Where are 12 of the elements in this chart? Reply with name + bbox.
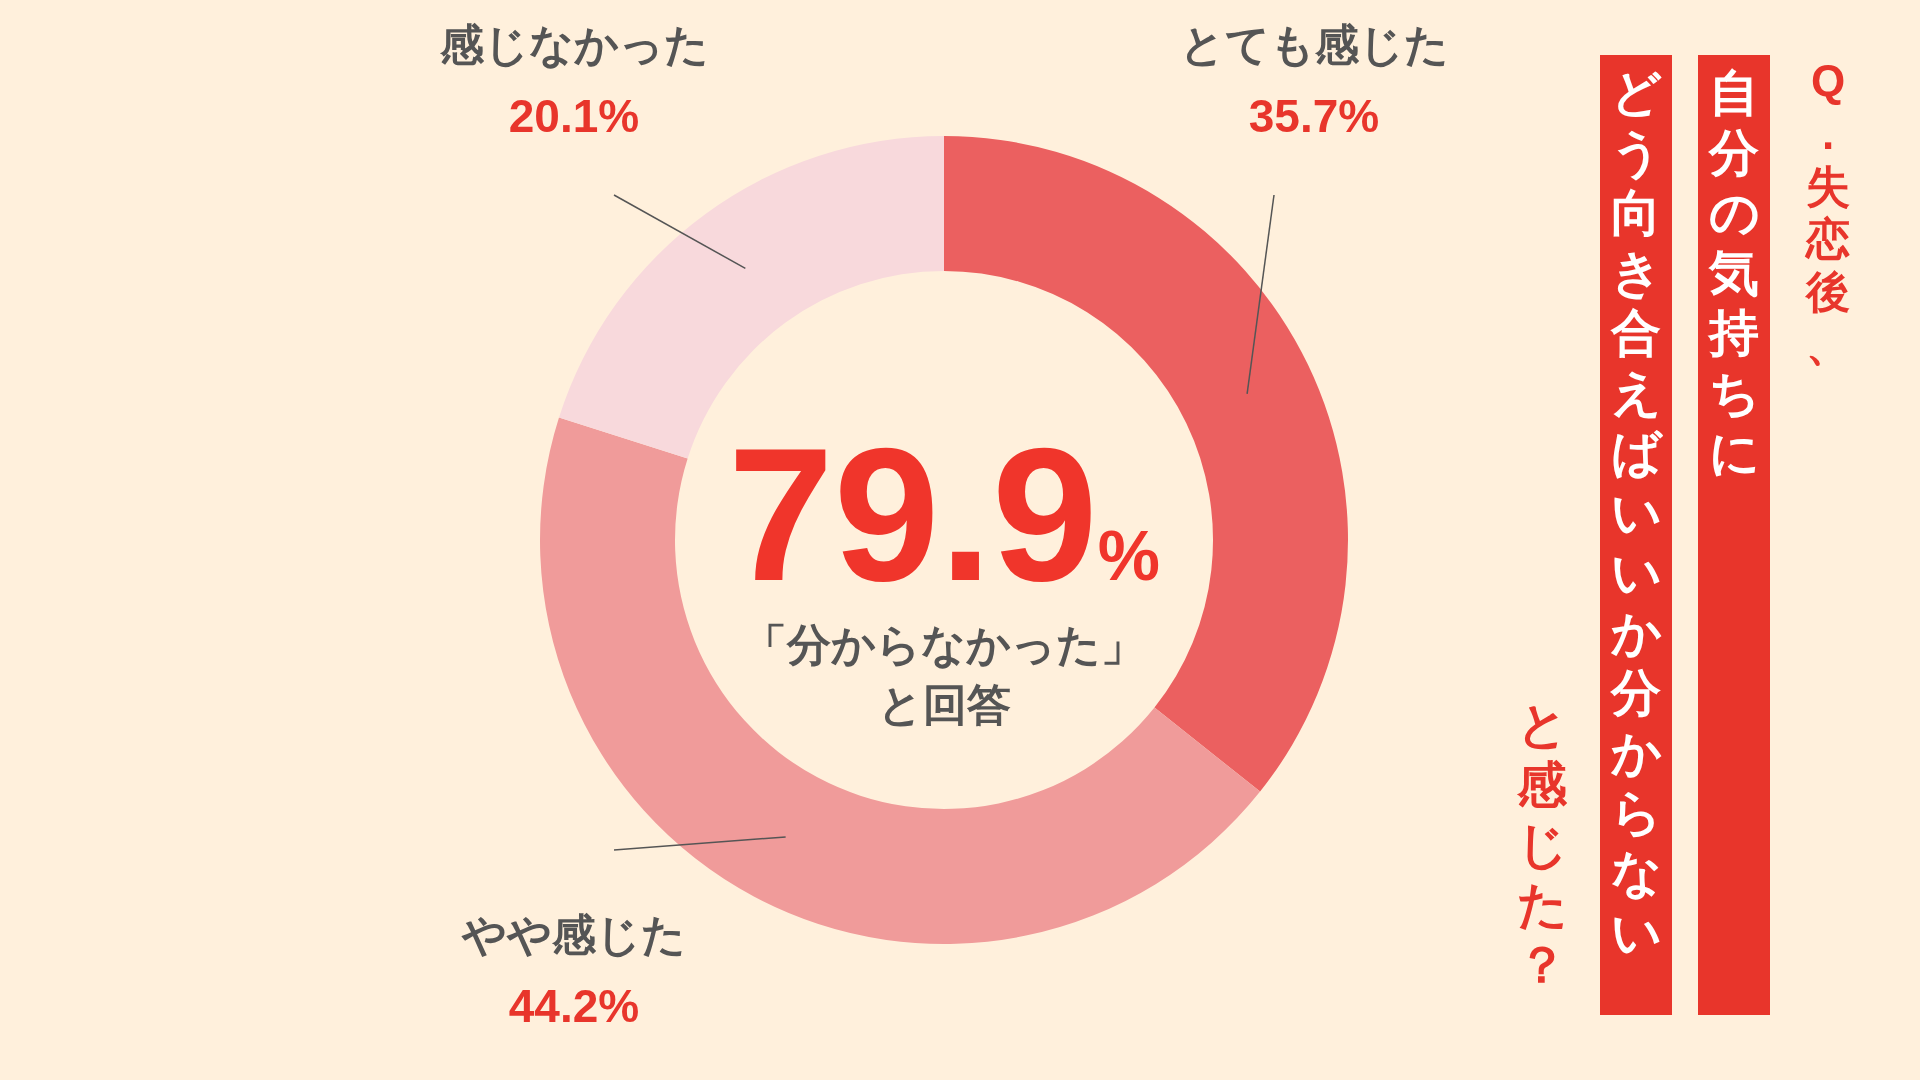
slice-label: やや感じた [461, 910, 686, 959]
text: と感じた？ [1515, 696, 1569, 995]
slice-label: とても感じた [1179, 20, 1449, 69]
text: 「分からなかった」と回答 [743, 620, 1145, 729]
text: 自分の気持ちに [1698, 55, 1770, 1015]
data-label: 20.1% [508, 90, 640, 142]
data-label: 35.7% [1248, 90, 1380, 142]
text: 79.9% [727, 408, 1161, 620]
slice-label: 感じなかった [438, 20, 709, 69]
text: どう向き合えばいいか分からない [1610, 65, 1662, 961]
text: Q.失恋後、 [1804, 55, 1851, 371]
data-label: 44.2% [508, 980, 640, 1032]
